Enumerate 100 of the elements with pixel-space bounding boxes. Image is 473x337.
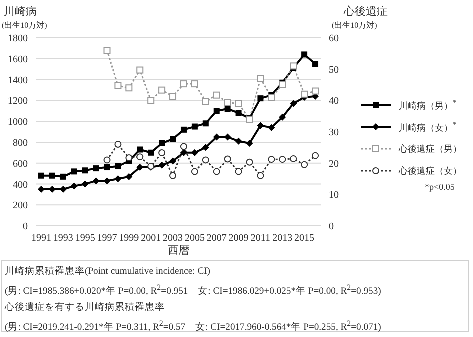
point: [257, 172, 264, 180]
y-tick-label: 1400: [8, 75, 28, 86]
point: [236, 110, 242, 116]
y-tick-label: 1000: [8, 117, 28, 128]
y2-tick-label: 30: [329, 128, 339, 139]
point: [246, 158, 254, 166]
point: [180, 126, 187, 133]
point: [235, 168, 242, 176]
point: [301, 90, 308, 98]
legend-label: 川崎病（男）$^{*}$: [399, 98, 457, 112]
point: [104, 178, 111, 185]
point: [246, 140, 254, 147]
y-tick-label: 0: [23, 222, 28, 233]
point: [235, 100, 242, 108]
point: [136, 66, 144, 74]
point: [104, 164, 110, 171]
point: [126, 84, 133, 92]
point: [180, 80, 188, 88]
point: [92, 178, 100, 185]
y2-tick-label: 60: [329, 34, 339, 45]
point: [213, 168, 220, 176]
x-tick-label: 2005: [184, 233, 205, 244]
point: [302, 52, 308, 58]
x-tick-label: 2003: [163, 233, 184, 244]
y-tick-label: 400: [13, 180, 28, 191]
point: [114, 82, 122, 90]
point: [213, 92, 220, 99]
point: [170, 172, 177, 180]
point: [115, 163, 122, 170]
text: (出生10万対): [2, 20, 48, 31]
point: [49, 172, 56, 179]
y2-tick-label: 10: [329, 190, 339, 202]
point: [268, 94, 276, 102]
point: [93, 166, 100, 172]
point: [312, 152, 320, 160]
y-tick-label: 1800: [8, 34, 28, 45]
point: [82, 168, 88, 174]
y2-tick-label: 40: [329, 96, 339, 108]
y-axis-title: 川崎病: [4, 5, 37, 19]
x-tick-label: 2001: [141, 233, 162, 244]
point: [214, 108, 220, 114]
text: (出生10万対): [332, 20, 378, 31]
point: [180, 149, 188, 156]
point: [104, 156, 111, 164]
point: [279, 114, 286, 121]
point: [290, 155, 298, 162]
point: [257, 75, 264, 82]
point: [257, 122, 264, 130]
x-tick-label: 1993: [53, 233, 74, 244]
point: [148, 150, 154, 156]
point: [192, 124, 198, 130]
point: [70, 182, 78, 190]
y-tick-label: 1600: [8, 54, 28, 66]
point: [191, 168, 198, 176]
point: [191, 149, 198, 156]
point: [82, 180, 89, 188]
point: [170, 158, 177, 165]
x-tick-label: 2009: [228, 233, 249, 244]
point: [180, 143, 188, 150]
point: [290, 100, 298, 108]
point: [202, 120, 209, 127]
x-tick-label: 1995: [75, 233, 96, 244]
point: [224, 99, 232, 106]
point: [137, 146, 144, 153]
point: [136, 164, 144, 172]
legend-label: 川崎病（女）$^{*}$: [399, 120, 457, 134]
point: [279, 156, 286, 164]
point: [114, 176, 122, 182]
point: [268, 156, 276, 164]
x-tick-label: 1999: [119, 233, 140, 244]
y2-tick-label: 0: [329, 222, 334, 233]
point: [60, 174, 66, 180]
point: [126, 173, 133, 180]
y-tick-label: 600: [13, 158, 28, 170]
text: 心後遺症を有する川崎病累積罹患率: [5, 301, 166, 316]
point: [312, 61, 319, 68]
legend-label: 心後遺症（男）: [399, 142, 462, 156]
text: (男: CI=2019.241-0.291*年 P=0.311, R$^{2}$=0.57 女: CI=2017.960-0.564*年 P=0.255, R$^{2}$=0.071): [5, 318, 382, 336]
point: [158, 86, 166, 94]
point: [191, 80, 198, 88]
x-tick-label: 2015: [294, 233, 315, 244]
point: [136, 154, 144, 161]
text: *p<0.05: [425, 182, 455, 192]
x-tick-label: 2011: [250, 233, 271, 244]
point: [279, 82, 286, 88]
text: (男: CI=1985.386+0.020*年 P=0.00, R$^{2}$=0.951 女: CI=1986.029+0.025*年 P=0.00, R$^{2}$=0.953): [5, 282, 382, 300]
point: [235, 138, 242, 145]
x-tick-label: 1997: [97, 233, 118, 244]
x-tick-label: 1991: [31, 233, 52, 244]
point: [38, 172, 44, 179]
point: [158, 162, 166, 169]
point: [213, 134, 220, 141]
point: [202, 144, 210, 152]
y2-axis-title: 心後遺症: [344, 4, 388, 19]
legend-label: 心後遺症（女）: [399, 164, 462, 178]
text: 川崎病累積罹患率(Point cumulative incidence: CI): [5, 265, 212, 279]
point: [224, 134, 232, 141]
point: [148, 97, 155, 104]
y2-tick-label: 50: [329, 64, 339, 76]
point: [170, 93, 177, 100]
